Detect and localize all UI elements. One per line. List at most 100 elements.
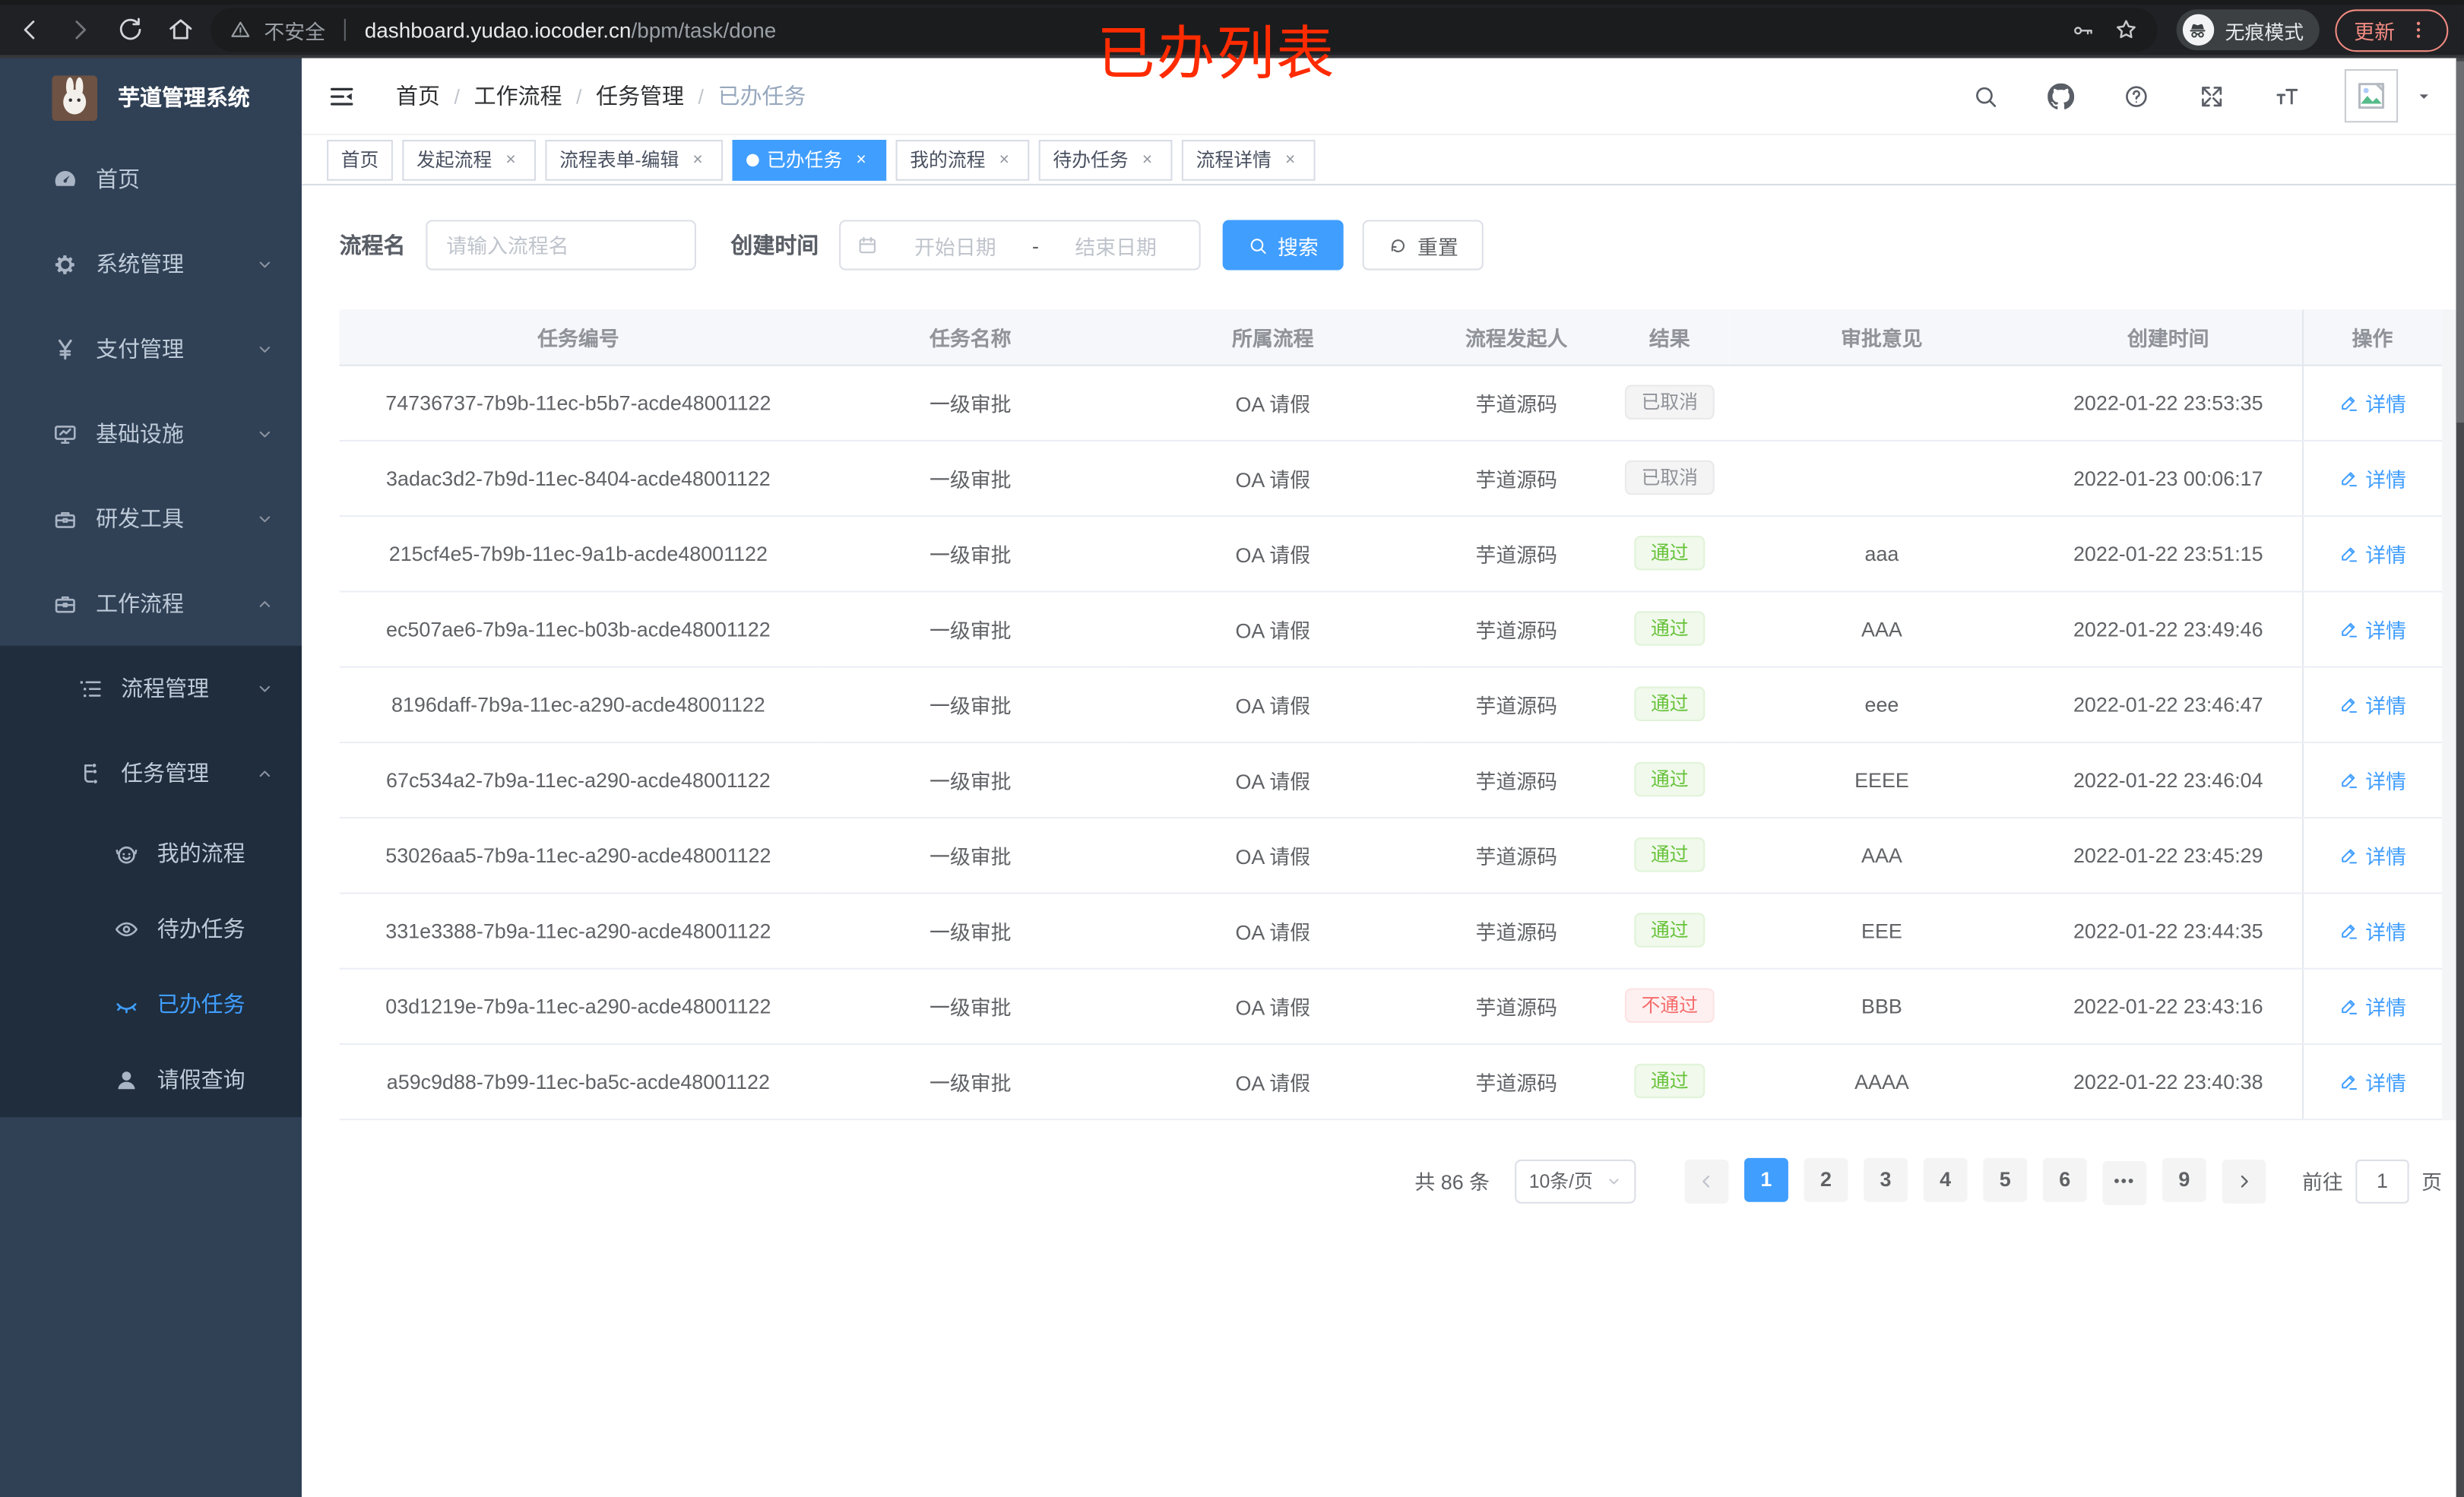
tab-todo-tasks[interactable]: 待办任务 × <box>1038 138 1173 180</box>
sidebar-item-home[interactable]: 首页 <box>0 137 302 222</box>
close-tab-icon[interactable]: × <box>505 150 516 169</box>
scrollbar-thumb[interactable] <box>2456 61 2464 423</box>
process-name-input[interactable] <box>426 220 696 271</box>
result-cell: 通过 <box>1610 892 1729 969</box>
close-tab-icon[interactable]: × <box>1142 150 1153 169</box>
page-button[interactable]: 9 <box>2162 1157 2206 1201</box>
sidebar-item-done-tasks[interactable]: 已办任务 <box>0 966 302 1042</box>
star-icon[interactable] <box>2114 17 2139 43</box>
page-size-select[interactable]: 10条/页 <box>1515 1158 1636 1203</box>
status-badge: 已取消 <box>1625 460 1714 495</box>
create-time: 2022-01-23 00:06:17 <box>2035 439 2303 517</box>
task-id: 215cf4e5-7b9b-11ec-9a1b-acde48001122 <box>339 515 818 592</box>
reset-button[interactable]: 重置 <box>1362 220 1484 271</box>
detail-button[interactable]: 详情 <box>2339 613 2406 643</box>
close-tab-icon[interactable]: × <box>856 150 866 169</box>
github-icon[interactable] <box>2048 83 2074 109</box>
page-button[interactable]: 5 <box>1983 1157 2028 1201</box>
breadcrumb-item[interactable]: 任务管理 <box>596 83 684 109</box>
tab-my-process[interactable]: 我的流程 × <box>895 138 1030 180</box>
tabs-bar: 首页 发起流程 × 流程表单-编辑 × 已办任务 × 我的流程 × 待办任务 × 流程详情 × <box>301 133 2464 185</box>
reload-icon[interactable] <box>116 16 144 44</box>
result-cell: 已取消 <box>1610 439 1729 517</box>
tab-process-detail[interactable]: 流程详情 × <box>1181 138 1316 180</box>
tab-initiate-process[interactable]: 发起流程 × <box>402 138 537 180</box>
sidebar-item-task-management[interactable]: 任务管理 <box>0 730 302 816</box>
address-bar[interactable]: 不安全 dashboard.yudao.iocoder.cn/bpm/task/… <box>211 8 2158 52</box>
breadcrumb: 首页 / 工作流程 / 任务管理 / 已办任务 <box>396 80 806 111</box>
page-button[interactable]: 1 <box>1743 1157 1788 1201</box>
process-starter: 芋道源码 <box>1422 590 1611 667</box>
browser-menu-icon[interactable] <box>2408 19 2430 41</box>
key-icon[interactable] <box>2071 18 2095 42</box>
header-actions <box>1924 68 2433 123</box>
detail-button[interactable]: 详情 <box>2339 915 2406 945</box>
tab-label: 已办任务 <box>767 149 843 172</box>
detail-button[interactable]: 详情 <box>2339 764 2406 794</box>
date-range-picker[interactable]: 开始日期 - 结束日期 <box>839 220 1201 271</box>
sidebar-fold-icon[interactable] <box>327 81 356 110</box>
task-id: 67c534a2-7b9a-11ec-a290-acde48001122 <box>339 741 818 818</box>
next-page-button[interactable] <box>2222 1158 2266 1203</box>
detail-button[interactable]: 详情 <box>2339 991 2406 1021</box>
back-icon[interactable] <box>16 16 44 44</box>
end-date-placeholder[interactable]: 结束日期 <box>1075 235 1157 259</box>
close-tab-icon[interactable]: × <box>999 150 1009 169</box>
fullscreen-icon[interactable] <box>2199 83 2225 109</box>
tab-home[interactable]: 首页 <box>327 138 393 180</box>
sidebar-item-infrastructure[interactable]: 基础设施 <box>0 391 302 476</box>
create-time: 2022-01-22 23:46:04 <box>2035 741 2303 818</box>
detail-button[interactable]: 详情 <box>2339 689 2406 719</box>
security-label: 不安全 <box>264 19 326 43</box>
sidebar-item-workflow[interactable]: 工作流程 <box>0 561 302 646</box>
avatar[interactable] <box>2344 68 2399 123</box>
page-jump-input[interactable] <box>2355 1158 2409 1203</box>
more-pages-button[interactable]: ••• <box>2102 1160 2147 1204</box>
breadcrumb-item[interactable]: 首页 <box>396 83 440 109</box>
tab-process-form-edit[interactable]: 流程表单-编辑 × <box>545 138 724 180</box>
edit-icon <box>2339 769 2359 790</box>
sidebar-item-my-process[interactable]: 我的流程 <box>0 815 302 891</box>
actions-cell: 详情 <box>2301 967 2443 1044</box>
detail-button[interactable]: 详情 <box>2339 1066 2406 1096</box>
page-button[interactable]: 4 <box>1923 1157 1968 1201</box>
page-button[interactable]: 2 <box>1804 1157 1848 1201</box>
sidebar-item-leave-query[interactable]: 请假查询 <box>0 1041 302 1118</box>
detail-button[interactable]: 详情 <box>2339 463 2406 492</box>
forward-icon[interactable] <box>66 16 94 44</box>
start-date-placeholder[interactable]: 开始日期 <box>914 235 996 259</box>
detail-button[interactable]: 详情 <box>2339 388 2406 417</box>
page-button[interactable]: 6 <box>2042 1157 2087 1201</box>
sidebar-item-label: 流程管理 <box>121 676 209 701</box>
detail-button[interactable]: 详情 <box>2339 538 2406 568</box>
question-icon[interactable] <box>2123 83 2149 109</box>
detail-button[interactable]: 详情 <box>2339 840 2406 869</box>
status-badge: 不通过 <box>1625 988 1714 1024</box>
table-right-gutter <box>2442 309 2458 1120</box>
app-logo-row[interactable]: 芋道管理系统 <box>0 59 302 137</box>
sidebar-item-payment-management[interactable]: 支付管理 <box>0 306 302 391</box>
actions-cell: 详情 <box>2301 590 2443 667</box>
chevron-down-icon[interactable] <box>2415 87 2433 105</box>
close-tab-icon[interactable]: × <box>1285 150 1296 169</box>
breadcrumb-separator: / <box>576 84 582 108</box>
search-button[interactable]: 搜索 <box>1222 220 1344 271</box>
sidebar-item-label: 请假查询 <box>157 1066 245 1092</box>
close-tab-icon[interactable]: × <box>692 150 703 169</box>
page-button[interactable]: 3 <box>1864 1157 1908 1201</box>
text-size-icon[interactable] <box>2274 83 2301 109</box>
gear-icon <box>52 251 78 277</box>
sidebar-item-dev-tools[interactable]: 研发工具 <box>0 476 302 561</box>
breadcrumb-item[interactable]: 工作流程 <box>473 83 562 109</box>
window-scrollbar[interactable] <box>2456 58 2464 1497</box>
sidebar-item-process-management[interactable]: 流程管理 <box>0 645 302 731</box>
chrome-update-button[interactable]: 更新 <box>2335 8 2449 52</box>
prev-page-button[interactable] <box>1684 1158 1729 1203</box>
home-icon[interactable] <box>166 16 195 44</box>
sidebar-item-todo-tasks[interactable]: 待办任务 <box>0 891 302 967</box>
sidebar-item-system-management[interactable]: 系统管理 <box>0 222 302 307</box>
tab-done-tasks[interactable]: 已办任务 × <box>732 138 887 180</box>
process-name: OA 请假 <box>1123 515 1423 592</box>
search-icon[interactable] <box>1972 83 1999 109</box>
